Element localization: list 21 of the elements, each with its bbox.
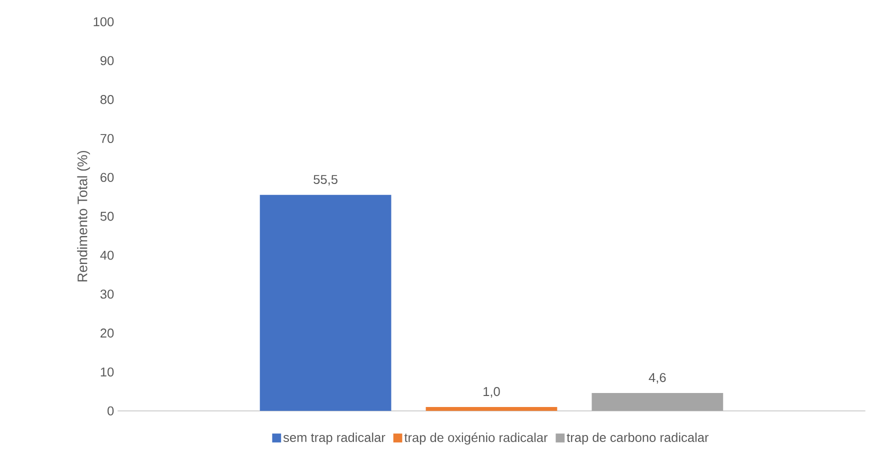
y-tick-label: 90 bbox=[100, 56, 114, 66]
y-tick-label: 20 bbox=[100, 328, 114, 338]
y-tick-label: 80 bbox=[100, 94, 114, 104]
y-tick-label: 70 bbox=[100, 134, 114, 143]
y-axis-title: Rendimento Total (%) bbox=[77, 150, 90, 282]
legend-label: trap de oxigénio radicalar bbox=[404, 432, 548, 444]
y-tick-label: 50 bbox=[100, 212, 114, 221]
y-tick-label: 60 bbox=[100, 172, 114, 182]
bar bbox=[260, 194, 392, 411]
y-tick-label: 30 bbox=[100, 289, 114, 299]
y-tick-label: 10 bbox=[100, 367, 114, 376]
data-label: 1,0 bbox=[484, 386, 500, 398]
data-label: 55,5 bbox=[314, 174, 338, 186]
data-label: 4,6 bbox=[648, 372, 666, 384]
y-tick-label: 100 bbox=[94, 17, 114, 26]
legend-label: trap de carbono radicalar bbox=[566, 432, 709, 444]
bar bbox=[426, 406, 558, 411]
legend-label: sem trap radicalar bbox=[283, 432, 386, 444]
y-tick-label: 0 bbox=[108, 406, 114, 416]
bar bbox=[592, 392, 724, 411]
y-tick-label: 40 bbox=[100, 250, 114, 260]
